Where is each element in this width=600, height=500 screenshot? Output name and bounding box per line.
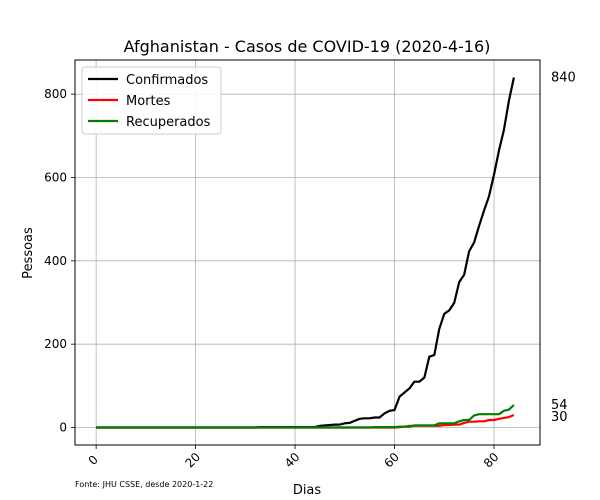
x-axis-ticks: 0 20 40 60 80 [86,445,502,471]
y-tick-label: 0 [59,421,67,435]
x-tick-label: 40 [282,450,303,471]
legend-label-confirmados: Confirmados [126,73,208,88]
end-label-recuperados: 54 [551,398,568,413]
y-axis-label: Pessoas [21,227,36,279]
y-tick-label: 200 [44,337,67,351]
y-axis-ticks: 0 200 400 600 800 [44,87,75,435]
end-label-mortes: 30 [551,410,568,425]
plot-frame [74,59,541,446]
series-lines [96,77,515,429]
source-note: Fonte: JHU CSSE, desde 2020-1-22 [75,480,213,489]
y-tick-label: 600 [44,171,67,185]
x-axis-label: Dias [293,483,322,498]
x-tick-label: 20 [182,450,203,471]
y-tick-label: 400 [44,254,67,268]
legend-label-mortes: Mortes [126,94,171,109]
series-line-confirmados [96,77,515,429]
legend: Confirmados Mortes Recuperados [81,66,222,135]
legend-label-recuperados: Recuperados [126,115,211,130]
series-line-recuperados [96,404,515,429]
series-line-mortes [96,413,515,429]
y-tick-label: 800 [44,87,67,101]
legend-box [81,66,222,135]
chart-title: Afghanistan - Casos de COVID-19 (2020-4-… [124,37,491,56]
x-tick-label: 80 [481,450,502,471]
x-tick-label: 60 [381,450,402,471]
x-tick-label: 0 [86,453,101,468]
end-label-confirmados: 840 [551,71,576,86]
